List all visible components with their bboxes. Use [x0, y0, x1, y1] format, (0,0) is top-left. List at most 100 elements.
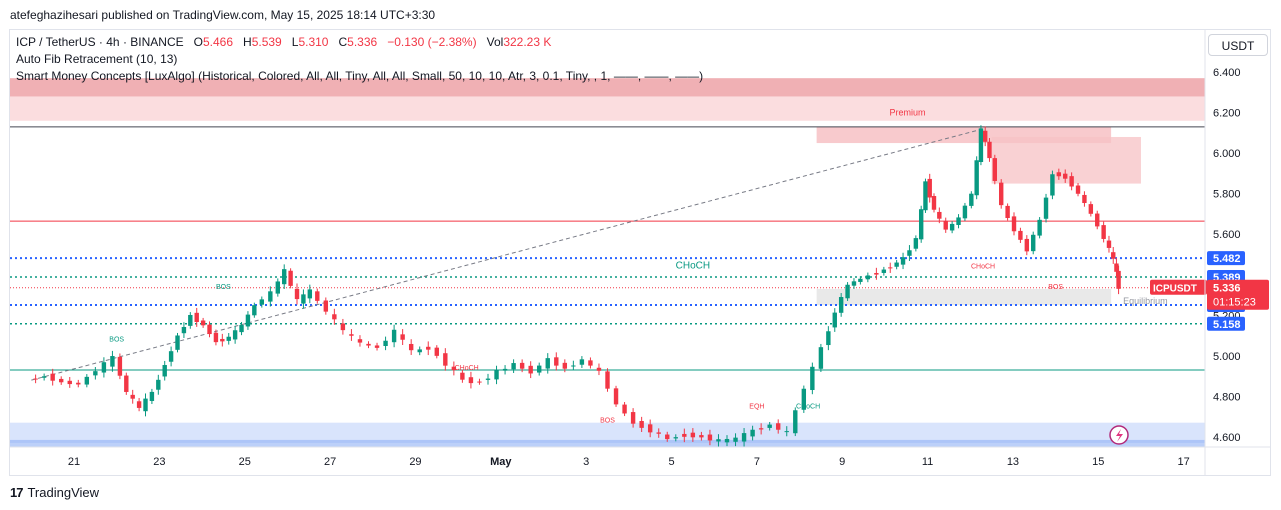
low-value: 5.310: [298, 35, 329, 49]
candle-22-1-body: [340, 323, 346, 331]
candle-67-1-body: [1024, 238, 1030, 252]
candle-19-0-body: [288, 270, 293, 286]
candle-1-1-body: [41, 376, 47, 378]
annotation-choch-3: CHoCH: [455, 365, 479, 372]
candle-61-1-body: [956, 217, 961, 225]
zone-equilibrium: [816, 288, 1112, 306]
fib-trend-line: [31, 128, 984, 381]
indicator-fib[interactable]: Auto Fib Retracement (10, 13): [16, 52, 178, 66]
ohlc-row: ICP / TetherUS · 4h · BINANCE O5.466 H5.…: [16, 34, 703, 51]
candle-52-0-body: [838, 297, 844, 313]
symbol-badge: [1150, 279, 1207, 295]
candle-41-1-body: [665, 434, 670, 440]
candle-30-1-body: [477, 381, 482, 383]
candle-22-0-body: [332, 314, 337, 320]
candle-64-0-body: [983, 130, 988, 142]
candle-31-1-body: [494, 370, 499, 380]
candle-50-0-body: [810, 366, 815, 391]
candle-12-0-body: [194, 312, 199, 322]
chart-frame: [9, 29, 1271, 476]
last-price-text: 5.336: [1213, 283, 1241, 295]
candle-58-1-body: [923, 181, 928, 211]
candle-33-0-body: [519, 362, 525, 369]
candle-33-1-body: [528, 365, 533, 374]
candle-5-1-body: [110, 356, 115, 367]
candle-13-1-body: [213, 332, 219, 343]
candle-47-1-body: [767, 424, 772, 428]
candle-63-1-body: [978, 128, 984, 163]
symbol-title[interactable]: ICP / TetherUS · 4h · BINANCE: [16, 35, 184, 49]
candle-27-1-body: [426, 346, 431, 350]
x-tick-label-12: 15: [1092, 456, 1104, 468]
x-tick-label-3: 27: [324, 456, 336, 468]
y-tick-label-3: 5.800: [1213, 189, 1241, 201]
candle-6-1-body: [124, 375, 129, 392]
candle-42-0-body: [673, 437, 678, 439]
candle-1-0-body: [33, 378, 38, 380]
symbol-badge-text: ICPUSDT: [1153, 284, 1197, 295]
annotation-choch-0: CHoCH: [676, 261, 710, 272]
candle-37-0-body: [588, 360, 593, 366]
candle-36-1-body: [579, 359, 585, 365]
volume-label: Vol: [486, 35, 504, 49]
candle-7-1-body: [136, 401, 142, 408]
candle-15-1-body: [239, 325, 244, 333]
candle-49-1-body: [801, 388, 807, 410]
candle-28-1-body: [443, 353, 448, 366]
open-value: 5.466: [202, 35, 234, 49]
x-tick-label-11: 13: [1007, 456, 1019, 468]
annotation-choch-6: CHoCH: [796, 404, 820, 411]
candle-59-0-body: [927, 178, 932, 198]
candle-18-1-body: [282, 269, 287, 285]
candle-57-0-body: [907, 250, 912, 256]
candle-34-1-body: [545, 358, 550, 369]
candle-68-0-body: [1031, 234, 1036, 252]
candle-71-0-body: [1069, 176, 1074, 187]
candle-35-1-body: [562, 362, 568, 369]
candle-14-1-body: [226, 336, 231, 341]
candle-53-1-body: [858, 278, 863, 282]
candle-23-1-body: [357, 339, 363, 343]
candle-3-0-body: [67, 380, 72, 385]
candle-28-0-body: [434, 347, 439, 356]
candle-29-1-body: [460, 372, 465, 380]
price-badge-text-3: 5.158: [1213, 319, 1241, 331]
zone-premium-top: [10, 78, 1205, 97]
footer-brand: 17 TradingView: [10, 485, 99, 500]
currency-button[interactable]: USDT: [1208, 34, 1268, 56]
candle-66-0-body: [1005, 205, 1010, 219]
candle-15-0-body: [232, 330, 238, 340]
candle-54-0-body: [865, 275, 871, 280]
candle-57-1-body: [913, 238, 919, 249]
candle-39-0-body: [622, 404, 627, 414]
candle-61-0-body: [949, 223, 955, 231]
y-tick-label-2: 6.000: [1213, 148, 1241, 160]
candle-55-1-body: [888, 267, 893, 269]
price-badge-text-0: 5.482: [1213, 253, 1241, 265]
x-tick-label-6: 3: [583, 456, 589, 468]
candle-64-1-body: [987, 141, 992, 159]
candle-74-0-body: [1106, 240, 1112, 248]
candle-6-0-body: [117, 356, 123, 376]
candle-68-1-body: [1037, 219, 1042, 236]
candle-30-0-body: [468, 377, 474, 384]
zone-equilibrium-label: Equilibrium: [1123, 296, 1168, 306]
candle-21-0-body: [315, 291, 320, 301]
candle-54-1-body: [874, 273, 879, 275]
candle-17-0-body: [259, 299, 265, 305]
candle-69-0-body: [1043, 197, 1049, 219]
candle-38-0-body: [605, 371, 610, 389]
zone-premium-label: Premium: [889, 108, 925, 118]
x-tick-label-7: 5: [668, 456, 674, 468]
candle-67-0-body: [1018, 230, 1023, 240]
indicator-smc[interactable]: Smart Money Concepts [LuxAlgo] (Historic…: [16, 69, 704, 83]
annotation-bos-2: BOS: [109, 337, 124, 344]
candle-50-1-body: [818, 347, 824, 369]
candle-10-1-body: [175, 335, 180, 350]
candle-60-0-body: [937, 211, 942, 219]
candle-17-1-body: [268, 291, 273, 302]
candle-56-0-body: [894, 262, 899, 267]
candle-29-0-body: [451, 366, 457, 371]
candle-51-0-body: [826, 331, 831, 346]
